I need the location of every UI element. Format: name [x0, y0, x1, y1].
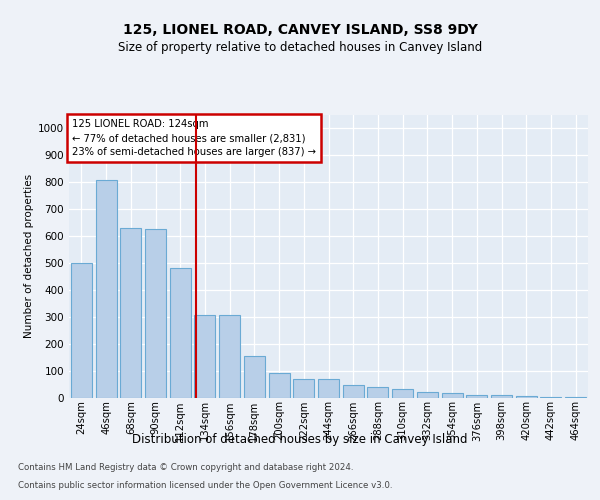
- Bar: [71, 263, 92, 398]
- Bar: [367, 386, 388, 398]
- Bar: [269, 374, 290, 398]
- Text: Size of property relative to detached houses in Canvey Island: Size of property relative to detached ho…: [118, 41, 482, 54]
- Bar: [293, 379, 314, 398]
- Bar: [541, 396, 562, 398]
- Bar: [392, 389, 413, 398]
- Bar: [244, 356, 265, 398]
- Text: Contains public sector information licensed under the Open Government Licence v3: Contains public sector information licen…: [18, 481, 392, 490]
- Text: 125, LIONEL ROAD, CANVEY ISLAND, SS8 9DY: 125, LIONEL ROAD, CANVEY ISLAND, SS8 9DY: [122, 22, 478, 36]
- Bar: [442, 394, 463, 398]
- Text: 125 LIONEL ROAD: 124sqm
← 77% of detached houses are smaller (2,831)
23% of semi: 125 LIONEL ROAD: 124sqm ← 77% of detache…: [71, 119, 316, 157]
- Bar: [565, 397, 586, 398]
- Bar: [194, 316, 215, 398]
- Y-axis label: Number of detached properties: Number of detached properties: [24, 174, 34, 338]
- Bar: [120, 228, 141, 398]
- Bar: [219, 316, 240, 398]
- Bar: [516, 396, 537, 398]
- Bar: [95, 180, 116, 398]
- Bar: [145, 230, 166, 398]
- Bar: [318, 379, 339, 398]
- Bar: [170, 268, 191, 398]
- Bar: [343, 386, 364, 398]
- Text: Distribution of detached houses by size in Canvey Island: Distribution of detached houses by size …: [132, 432, 468, 446]
- Text: Contains HM Land Registry data © Crown copyright and database right 2024.: Contains HM Land Registry data © Crown c…: [18, 464, 353, 472]
- Bar: [417, 392, 438, 398]
- Bar: [491, 396, 512, 398]
- Bar: [466, 395, 487, 398]
